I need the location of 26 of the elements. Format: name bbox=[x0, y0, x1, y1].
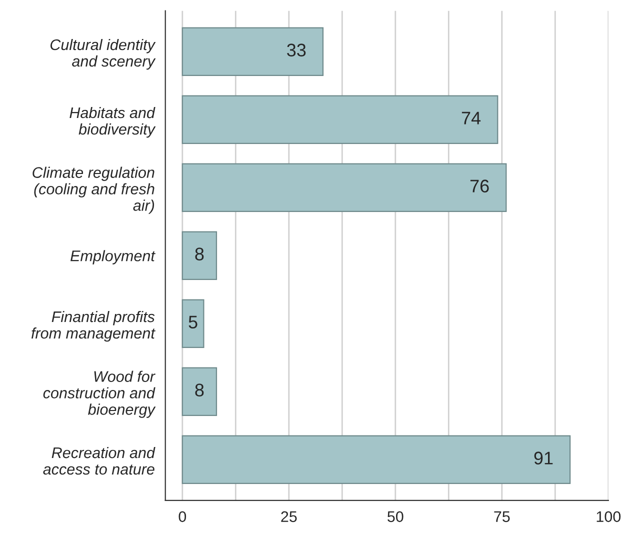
bar bbox=[182, 435, 571, 484]
x-tick-label: 25 bbox=[281, 511, 297, 522]
data-label: 5 bbox=[188, 316, 198, 328]
data-label: 76 bbox=[470, 180, 489, 192]
bar bbox=[182, 95, 498, 144]
data-label: 8 bbox=[195, 248, 204, 260]
data-label: 33 bbox=[287, 44, 306, 56]
y-tick-label: Wood for construction and bioenergy bbox=[43, 370, 156, 418]
bar bbox=[182, 367, 218, 416]
data-label: 74 bbox=[462, 112, 481, 124]
y-tick-label: Finantial profits from management bbox=[31, 310, 156, 342]
x-tick-label: 75 bbox=[494, 511, 510, 522]
x-tick-label: 50 bbox=[388, 511, 404, 522]
bar bbox=[182, 163, 507, 212]
y-tick-label: Habitats and biodiversity bbox=[70, 106, 156, 138]
bar bbox=[182, 231, 218, 280]
bar bbox=[182, 27, 324, 76]
data-label: 91 bbox=[534, 452, 553, 464]
data-label: 8 bbox=[195, 384, 204, 396]
y-tick-label: Recreation and access to nature bbox=[43, 446, 156, 475]
y-tick-label: Employment bbox=[70, 250, 156, 264]
y-tick-label: Cultural identity and scenery bbox=[50, 38, 156, 70]
bar bbox=[182, 299, 204, 348]
y-tick-label: Climate regulation (cooling and fresh air) bbox=[32, 166, 154, 214]
x-tick-label: 100 bbox=[596, 511, 621, 522]
x-tick-label: 0 bbox=[178, 511, 186, 522]
